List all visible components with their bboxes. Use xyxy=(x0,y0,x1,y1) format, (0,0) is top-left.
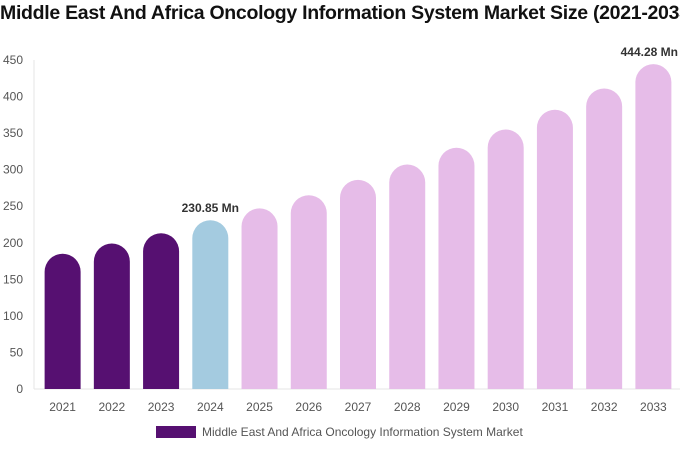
bar-2028 xyxy=(389,164,426,389)
x-tick-label: 2027 xyxy=(345,400,372,414)
x-tick-label: 2031 xyxy=(542,400,569,414)
data-label: 444.28 Mn xyxy=(621,45,678,59)
bar-2030 xyxy=(487,129,524,389)
y-tick-label: 250 xyxy=(3,199,23,213)
x-tick-label: 2024 xyxy=(197,400,224,414)
y-tick-label: 300 xyxy=(3,163,23,177)
bar-2023 xyxy=(143,233,180,389)
chart-title: Middle East And Africa Oncology Informat… xyxy=(0,2,680,24)
x-tick-label: 2032 xyxy=(591,400,618,414)
legend: Middle East And Africa Oncology Informat… xyxy=(156,425,523,439)
y-tick-label: 200 xyxy=(3,236,23,250)
y-tick-label: 100 xyxy=(3,309,23,323)
y-tick-label: 50 xyxy=(10,345,24,359)
legend-label: Middle East And Africa Oncology Informat… xyxy=(202,425,523,439)
y-tick-label: 150 xyxy=(3,272,23,286)
bar-2027 xyxy=(340,179,376,389)
y-tick-label: 0 xyxy=(16,382,23,396)
x-tick-label: 2028 xyxy=(394,400,421,414)
bar-2026 xyxy=(290,195,327,389)
x-tick-label: 2025 xyxy=(246,400,273,414)
bar-2033 xyxy=(635,64,672,390)
y-tick-label: 450 xyxy=(3,53,23,67)
bar-2031 xyxy=(536,109,573,389)
x-tick-label: 2023 xyxy=(148,400,175,414)
bar-2029 xyxy=(438,147,475,389)
x-tick-label: 2026 xyxy=(295,400,322,414)
bar-2032 xyxy=(586,88,623,389)
bar-2022 xyxy=(93,243,130,389)
x-tick-label: 2022 xyxy=(98,400,125,414)
legend-swatch xyxy=(156,426,196,438)
x-tick-label: 2033 xyxy=(640,400,667,414)
data-label: 230.85 Mn xyxy=(182,201,239,215)
bar-2024 xyxy=(192,220,229,389)
y-tick-label: 400 xyxy=(3,90,23,104)
bar-2025 xyxy=(241,208,278,389)
y-tick-label: 350 xyxy=(3,126,23,140)
x-tick-label: 2029 xyxy=(443,400,470,414)
x-tick-label: 2021 xyxy=(49,400,76,414)
bar-2021 xyxy=(44,253,81,389)
x-tick-label: 2030 xyxy=(492,400,519,414)
